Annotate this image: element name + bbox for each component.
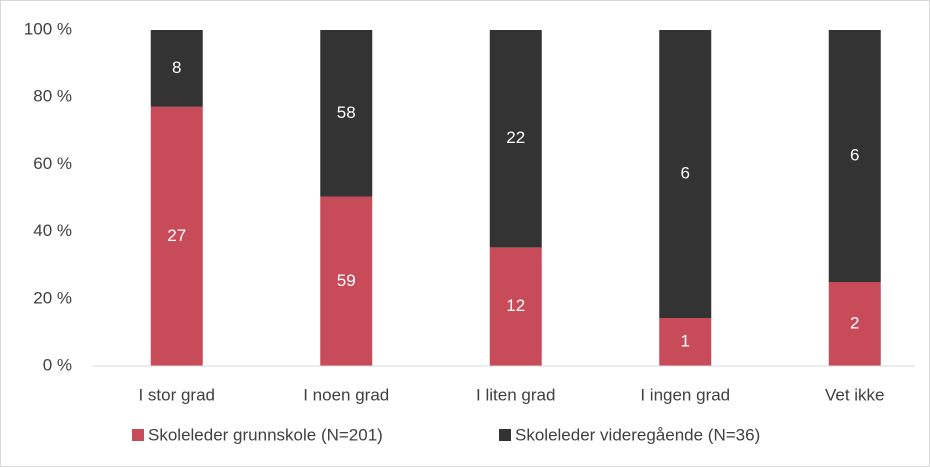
value-label: 2 (850, 313, 859, 332)
x-tick-label: Vet ikke (825, 385, 885, 404)
value-label: 1 (681, 331, 690, 350)
value-label: 12 (506, 296, 525, 315)
legend-label: Skoleleder grunnskole (N=201) (148, 425, 383, 444)
bar-segment (320, 30, 373, 197)
y-tick-label: 40 % (33, 221, 72, 240)
bar-segment (659, 30, 712, 318)
y-tick-label: 80 % (33, 87, 72, 106)
bar-segment (828, 282, 881, 366)
value-label: 8 (172, 58, 181, 77)
y-tick-label: 20 % (33, 288, 72, 307)
value-label: 27 (167, 226, 186, 245)
x-tick-label: I stor grad (138, 385, 215, 404)
bar-segment (828, 30, 881, 282)
legend-swatch (132, 429, 144, 441)
bar-segment (659, 318, 712, 366)
bar-segment (150, 30, 203, 107)
y-tick-label: 60 % (33, 154, 72, 173)
value-label: 6 (850, 145, 859, 164)
bar-segment (150, 106, 203, 367)
x-tick-label: I liten grad (476, 385, 555, 404)
bar-segment (489, 247, 542, 366)
x-tick-label: I ingen grad (640, 385, 730, 404)
value-label: 6 (681, 163, 690, 182)
y-tick-label: 0 % (43, 355, 72, 374)
value-label: 22 (506, 128, 525, 147)
bar-segment (489, 30, 542, 248)
x-tick-label: I noen grad (303, 385, 389, 404)
legend-swatch (499, 429, 511, 441)
bar-segment (320, 196, 373, 366)
value-label: 59 (337, 271, 356, 290)
legend-label: Skoleleder videregående (N=36) (515, 425, 760, 444)
value-label: 58 (337, 103, 356, 122)
y-tick-label: 100 % (24, 19, 72, 38)
